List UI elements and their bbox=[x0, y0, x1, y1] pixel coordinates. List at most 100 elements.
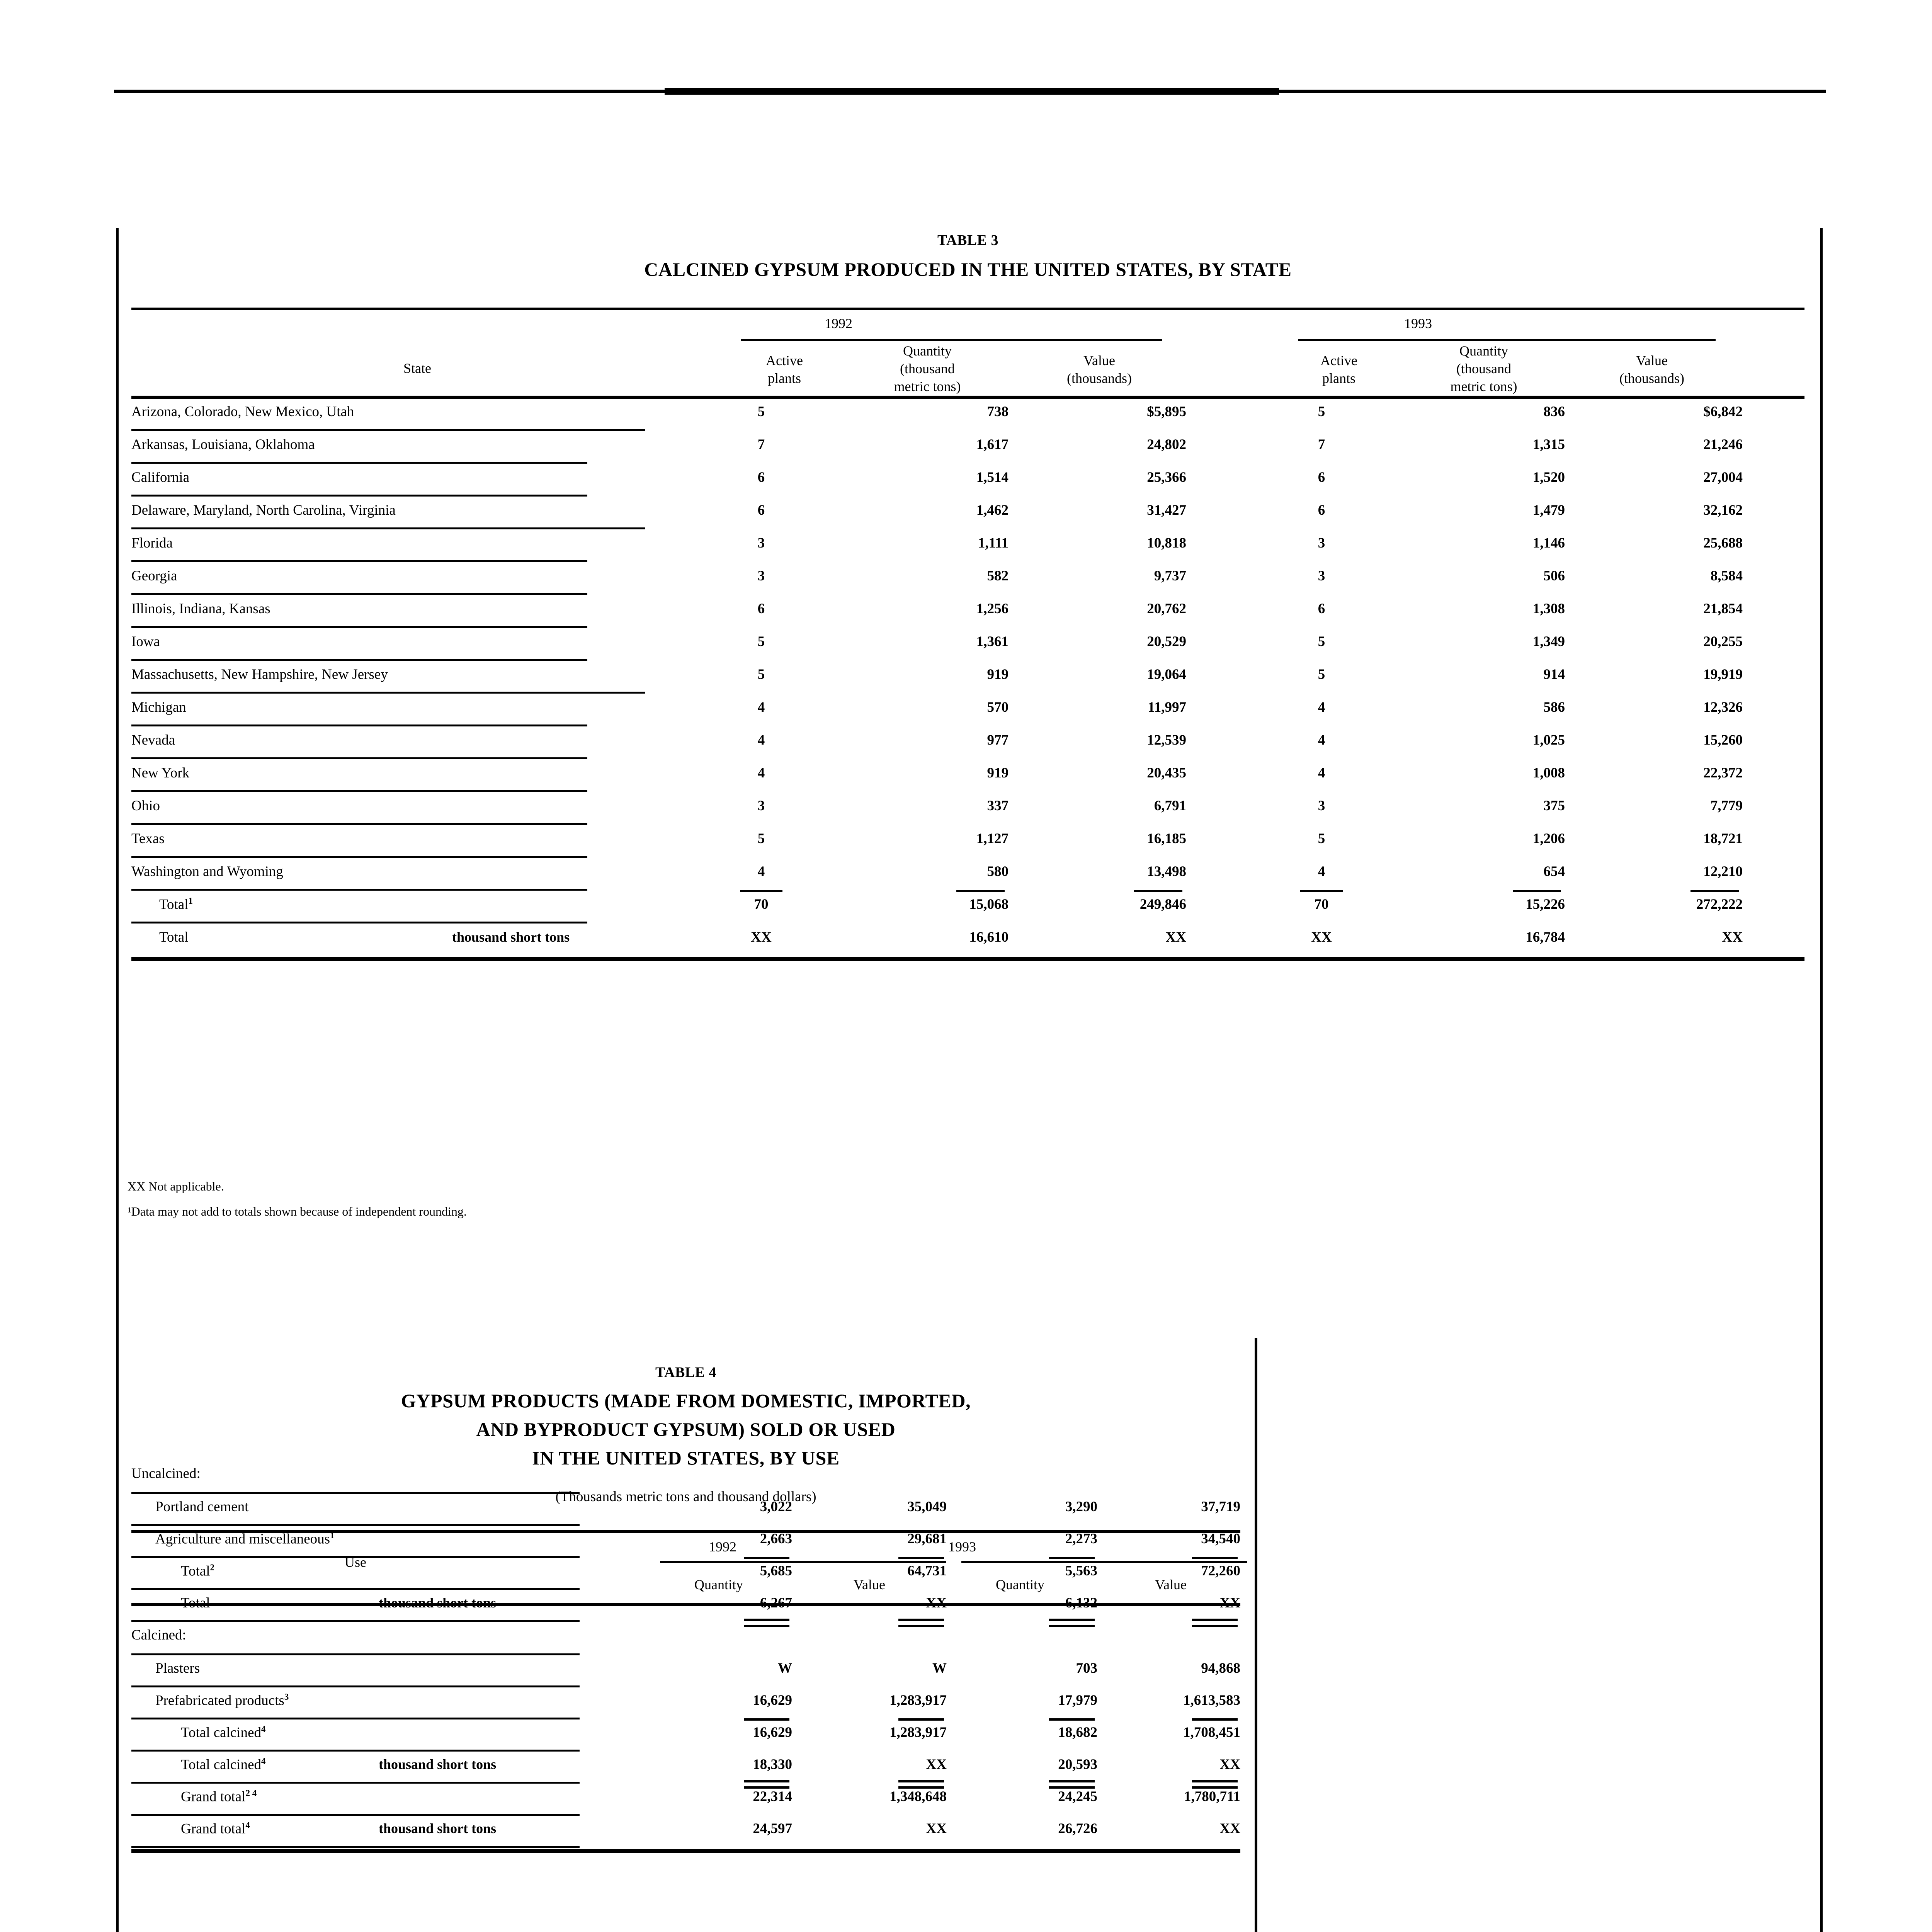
table-row: Arkansas, Louisiana, Oklahoma 7 1,617 24,80… bbox=[131, 431, 1804, 464]
cell-total-p92: 70 bbox=[754, 896, 769, 912]
section-heading-row: Uncalcined: bbox=[131, 1461, 1240, 1494]
row-underline bbox=[131, 495, 587, 497]
t4-double-rule-lower bbox=[744, 1786, 789, 1789]
table-row: Michigan 4 570 11,997 4 586 12,326 bbox=[131, 694, 1804, 726]
table-3-header: 1992 1993 State Active plants Quantity (th… bbox=[131, 236, 1804, 399]
cell-v93: 19,919 bbox=[1703, 667, 1743, 682]
row-unit-label: thousand short tons bbox=[452, 929, 570, 945]
table-row: Georgia 3 582 9,737 3 506 8,584 bbox=[131, 562, 1804, 595]
t4-header-bottom-rule bbox=[131, 1603, 1240, 1606]
cell-q93: 703 bbox=[1076, 1660, 1098, 1676]
table-4-bottom-rule bbox=[131, 1849, 1240, 1853]
row-underline bbox=[131, 757, 587, 759]
cell-v93: 25,688 bbox=[1703, 535, 1743, 551]
cell-v93: XX bbox=[1219, 1821, 1240, 1837]
cell-p92: 4 bbox=[757, 699, 765, 715]
cell-v92: 6,791 bbox=[1154, 798, 1186, 814]
row-use-label: Plasters bbox=[155, 1660, 200, 1676]
cell-p93: 4 bbox=[1318, 699, 1325, 715]
cell-q92: 3,022 bbox=[760, 1499, 792, 1515]
total-overline bbox=[956, 890, 1005, 892]
cell-q93: 1,146 bbox=[1532, 535, 1565, 551]
row-use-label: Prefabricated products3 bbox=[155, 1692, 289, 1709]
cell-v93: 1,780,711 bbox=[1184, 1789, 1240, 1804]
table-row: Illinois, Indiana, Kansas 6 1,256 20,762 6 1,… bbox=[131, 595, 1804, 628]
section-heading: Calcined: bbox=[131, 1627, 186, 1643]
cell-total-q93: 15,226 bbox=[1526, 896, 1565, 912]
row-total-label: Total1 bbox=[159, 896, 193, 913]
row-state-label: Michigan bbox=[131, 699, 186, 715]
row-underline bbox=[131, 889, 587, 891]
t4-header-rule-1992 bbox=[660, 1561, 946, 1563]
t4-double-rule-upper bbox=[744, 1619, 789, 1621]
table-row: Total calcined4 16,629 1,283,917 18,682 1,70… bbox=[131, 1718, 1240, 1752]
table-row: Plasters W W 703 94,868 bbox=[131, 1655, 1240, 1687]
cell-v93: 37,719 bbox=[1201, 1499, 1240, 1515]
row-unit-label: thousand short tons bbox=[379, 1757, 497, 1772]
t4-header-value-1993: Value bbox=[1155, 1577, 1187, 1592]
cell-p93: 6 bbox=[1318, 601, 1325, 617]
cell-q93: 1,008 bbox=[1532, 765, 1565, 781]
cell-q92: 582 bbox=[987, 568, 1009, 584]
row-state-label: Ohio bbox=[131, 798, 160, 814]
table-row: Total2 5,685 64,731 5,563 72,260 bbox=[131, 1557, 1240, 1590]
t4-double-rule-lower bbox=[1192, 1625, 1238, 1627]
table-row: Florida 3 1,111 10,818 3 1,146 25,688 bbox=[131, 529, 1804, 562]
row-use-label: Total calcined4 bbox=[181, 1756, 266, 1773]
cell-v93: 21,246 bbox=[1703, 437, 1743, 452]
cell-q93: 3,290 bbox=[1065, 1499, 1097, 1515]
table-row: Nevada 4 977 12,539 4 1,025 15,260 bbox=[131, 726, 1804, 759]
cell-q92: 977 bbox=[987, 732, 1009, 748]
header-top-rule bbox=[131, 308, 1804, 310]
header-rule-1993 bbox=[1298, 339, 1716, 341]
cell-v92: 35,049 bbox=[907, 1499, 947, 1515]
cell-v93: XX bbox=[1219, 1595, 1240, 1611]
header-year-1993: 1993 bbox=[1404, 316, 1432, 331]
page-column-divider bbox=[1255, 1338, 1257, 1932]
cell-p92: 3 bbox=[757, 535, 765, 551]
t4-header-rule-1993 bbox=[961, 1561, 1247, 1563]
cell-v92: 64,731 bbox=[907, 1563, 947, 1579]
cell-p92: 6 bbox=[757, 502, 765, 518]
cell-v92: $5,895 bbox=[1147, 404, 1186, 420]
cell-v92: 20,529 bbox=[1147, 634, 1186, 650]
cell-v92: 11,997 bbox=[1148, 699, 1186, 715]
table-3-footnote-0: XX Not applicable. bbox=[128, 1179, 224, 1193]
row-underline bbox=[131, 462, 587, 464]
row-underline bbox=[131, 1718, 580, 1719]
cell-v92: 1,283,917 bbox=[889, 1725, 947, 1740]
row-underline bbox=[131, 527, 645, 529]
cell-q93: 20,593 bbox=[1058, 1757, 1097, 1772]
cell-q92: 1,617 bbox=[976, 437, 1009, 452]
table-row: Washington and Wyoming 4 580 13,498 4 654 12,2… bbox=[131, 858, 1804, 891]
t4-header-quantity-1993: Quantity bbox=[996, 1577, 1044, 1592]
table-4: TABLE 4 GYPSUM PRODUCTS (MADE FROM DOMES… bbox=[131, 1364, 1247, 1853]
table-row: Agriculture and miscellaneous1 2,663 29,68… bbox=[131, 1526, 1240, 1558]
cell-p92: 6 bbox=[757, 469, 765, 485]
cell-v93: 7,779 bbox=[1710, 798, 1743, 814]
cell-v93: 1,708,451 bbox=[1183, 1725, 1240, 1740]
t4-total-overline bbox=[1192, 1718, 1238, 1721]
page-top-rule-heavy-segment bbox=[665, 88, 1279, 95]
row-underline bbox=[131, 790, 587, 792]
cell-p93: 4 bbox=[1318, 732, 1325, 748]
cell-v92: 24,802 bbox=[1147, 437, 1186, 452]
cell-q93: 375 bbox=[1543, 798, 1565, 814]
t4-total-overline bbox=[1049, 1718, 1095, 1721]
cell-q92: 337 bbox=[987, 798, 1009, 814]
cell-total-v93: 272,222 bbox=[1696, 896, 1743, 912]
row-underline bbox=[131, 856, 587, 858]
row-underline bbox=[131, 823, 587, 825]
cell-p92: 3 bbox=[757, 798, 765, 814]
cell-p93: 5 bbox=[1318, 831, 1325, 847]
header-active-plants-1993: Active plants bbox=[1320, 353, 1357, 386]
cell-q93: 654 bbox=[1543, 864, 1565, 879]
cell-p92: 3 bbox=[757, 568, 765, 584]
cell-q93: 914 bbox=[1543, 667, 1565, 682]
cell-v92: XX bbox=[926, 1757, 947, 1772]
row-underline bbox=[131, 1556, 580, 1558]
table-4-units-note: (Thousands metric tons and thousand doll… bbox=[555, 1489, 816, 1505]
cell-total-tons-v92: XX bbox=[1165, 929, 1186, 945]
cell-v93: $6,842 bbox=[1703, 404, 1743, 420]
cell-q93: 506 bbox=[1543, 568, 1565, 584]
